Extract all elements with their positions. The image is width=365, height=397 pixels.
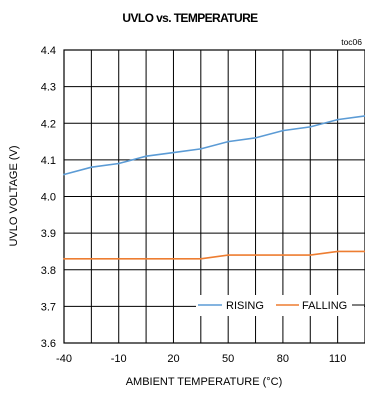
y-tick-label: 3.8: [41, 265, 56, 277]
legend-label-rising: RISING: [226, 300, 264, 312]
chart-title: UVLO vs. TEMPERATURE: [122, 11, 258, 25]
data-point-rising: [254, 137, 257, 139]
x-tick-label: -40: [56, 353, 72, 365]
data-point-falling: [227, 254, 230, 256]
data-point-rising: [199, 147, 202, 150]
data-point-falling: [199, 257, 202, 260]
x-tick-label: -10: [111, 353, 127, 365]
data-point-falling: [254, 254, 257, 256]
data-point-falling: [63, 257, 65, 260]
y-tick-label: 4.4: [41, 45, 56, 57]
data-point-falling: [282, 254, 284, 256]
data-point-rising: [90, 166, 93, 169]
plot-frame: [63, 49, 365, 344]
data-point-falling: [90, 257, 93, 260]
x-tick-label: 80: [277, 353, 289, 365]
x-tick-label: 50: [222, 353, 234, 365]
y-tick-label: 4.3: [41, 82, 56, 94]
y-tick-label: 3.6: [41, 338, 56, 350]
y-tick-label: 4.2: [41, 118, 56, 130]
data-point-rising: [336, 118, 339, 121]
y-tick-label: 3.7: [41, 301, 56, 313]
y-tick-label: 4.1: [41, 155, 56, 167]
data-point-falling: [172, 257, 175, 260]
data-point-falling: [336, 250, 339, 253]
data-point-rising: [227, 140, 230, 143]
data-point-rising: [172, 151, 175, 154]
y-axis-label: UVLO VOLTAGE (V): [8, 145, 20, 246]
figure-id: toc06: [341, 37, 362, 47]
data-point-falling: [309, 254, 312, 256]
y-tick-label: 4.0: [41, 192, 56, 204]
x-axis-label: AMBIENT TEMPERATURE (°C): [126, 376, 283, 388]
series-line-falling: [64, 250, 365, 260]
x-tick-label: 20: [167, 353, 179, 365]
data-point-rising: [282, 129, 284, 132]
series-line-rising: [63, 115, 365, 176]
data-point-falling: [117, 257, 120, 260]
data-point-rising: [309, 126, 312, 128]
x-tick-label: 110: [329, 353, 347, 365]
data-point-falling: [145, 257, 147, 260]
data-point-rising: [117, 162, 120, 165]
plot-area: 3.6 3.7 3.8 3.9 4.0 4.1 4.2 4.3 4.4 -40 -10 20 50 80 1…: [41, 45, 365, 365]
data-point-rising: [145, 155, 147, 158]
y-tick-label: 3.9: [41, 228, 56, 240]
legend-label-falling: FALLING: [302, 300, 347, 312]
data-point-rising: [63, 173, 65, 176]
